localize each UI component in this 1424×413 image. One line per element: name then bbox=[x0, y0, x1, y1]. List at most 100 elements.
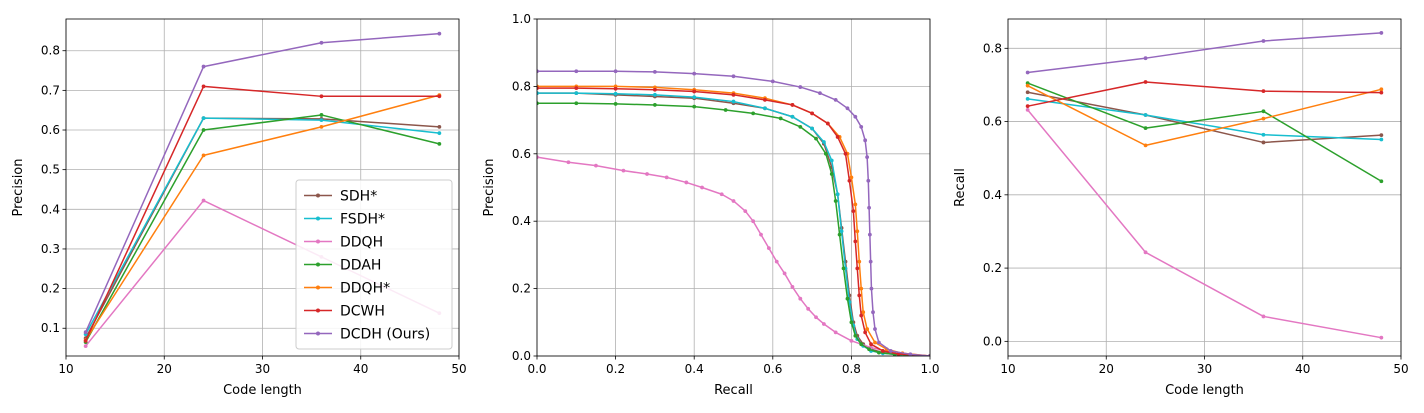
data-point bbox=[684, 180, 689, 185]
data-point bbox=[574, 91, 579, 96]
data-point bbox=[653, 92, 657, 97]
y-tick-label: 0.3 bbox=[41, 242, 60, 256]
data-point bbox=[537, 155, 539, 160]
data-point bbox=[814, 315, 818, 320]
data-point bbox=[201, 198, 206, 203]
legend-marker bbox=[316, 285, 320, 290]
data-point bbox=[537, 86, 539, 90]
legend-marker bbox=[316, 193, 320, 198]
data-point bbox=[574, 86, 579, 90]
data-point bbox=[867, 205, 871, 210]
legend-label: DCDH (Ours) bbox=[340, 327, 430, 343]
y-tick-label: 0.0 bbox=[512, 349, 531, 363]
data-point bbox=[437, 131, 442, 136]
data-point bbox=[849, 175, 854, 180]
x-tick-label: 0.2 bbox=[606, 362, 625, 376]
chart-3: 10 20 30 40 50 0.0 0.2 0.4 0.6 0.8 Code length Reca… bbox=[953, 18, 1409, 398]
data-point bbox=[653, 70, 657, 74]
series-line bbox=[84, 114, 440, 343]
x-tick-label: 40 bbox=[353, 362, 368, 376]
data-point bbox=[437, 94, 442, 99]
data-point bbox=[790, 103, 795, 107]
x-tick-label: 1.0 bbox=[920, 362, 939, 376]
series-line bbox=[537, 87, 930, 356]
data-point bbox=[790, 114, 795, 119]
y-tick-label: 0.6 bbox=[983, 115, 1002, 129]
x-tick-label: 0.4 bbox=[685, 362, 704, 376]
data-point bbox=[868, 259, 873, 264]
data-point bbox=[319, 113, 324, 117]
series-line bbox=[537, 92, 930, 356]
y-axis-label: Precision bbox=[11, 158, 26, 216]
y-axis-label: Precision bbox=[482, 158, 497, 216]
data-point bbox=[1143, 56, 1148, 61]
data-point bbox=[880, 349, 885, 353]
x-tick-label: 50 bbox=[1393, 362, 1408, 376]
data-point bbox=[833, 97, 838, 102]
data-point bbox=[613, 91, 618, 96]
data-point bbox=[653, 103, 657, 107]
data-point bbox=[83, 344, 88, 348]
data-point bbox=[1379, 335, 1384, 340]
data-point bbox=[1025, 96, 1030, 101]
data-point bbox=[928, 354, 930, 356]
data-point bbox=[1025, 107, 1030, 112]
data-point bbox=[869, 342, 873, 347]
legend-marker bbox=[316, 308, 320, 313]
data-point bbox=[829, 172, 834, 176]
series-line bbox=[1027, 91, 1382, 144]
x-tick-label: 30 bbox=[1197, 362, 1212, 376]
data-point bbox=[833, 330, 838, 335]
x-tick-label: 30 bbox=[255, 362, 270, 376]
y-tick-label: 0.8 bbox=[512, 79, 531, 93]
series-line bbox=[85, 94, 440, 341]
data-point bbox=[770, 79, 775, 84]
data-point bbox=[1261, 314, 1266, 319]
data-point bbox=[774, 259, 779, 264]
series-line bbox=[1027, 32, 1382, 74]
data-point bbox=[1379, 133, 1384, 138]
data-point bbox=[731, 99, 736, 104]
data-point bbox=[692, 89, 697, 94]
data-point bbox=[798, 124, 803, 129]
data-point bbox=[833, 199, 838, 203]
y-tick-label: 0.5 bbox=[41, 163, 60, 177]
data-point bbox=[863, 138, 868, 143]
data-point bbox=[319, 118, 324, 122]
data-point bbox=[751, 111, 756, 116]
y-tick-label: 0.4 bbox=[512, 214, 531, 228]
data-point bbox=[841, 266, 846, 271]
x-axis-label: Code length bbox=[1165, 383, 1244, 398]
data-point bbox=[810, 111, 814, 116]
y-tick-label: 0.8 bbox=[983, 41, 1002, 55]
data-point bbox=[1025, 90, 1030, 95]
series-line bbox=[84, 85, 440, 342]
series-group bbox=[83, 31, 442, 348]
data-point bbox=[865, 327, 870, 331]
data-point bbox=[1261, 89, 1266, 94]
data-point bbox=[845, 106, 850, 111]
series-line bbox=[537, 70, 930, 356]
data-point bbox=[865, 155, 870, 160]
legend-marker bbox=[316, 262, 320, 267]
data-point bbox=[877, 350, 881, 355]
data-point bbox=[201, 128, 206, 132]
chart-1: 10 20 30 40 50 0.1 0.2 0.3 0.4 0.5 0.6 0.7 0.8 Code l… bbox=[11, 18, 467, 398]
data-point bbox=[888, 349, 893, 353]
data-point bbox=[201, 64, 206, 69]
y-tick-label: 0.2 bbox=[512, 282, 531, 296]
data-point bbox=[837, 232, 842, 237]
data-point bbox=[537, 101, 539, 106]
data-point bbox=[574, 69, 579, 74]
chart-2: 0.0 0.2 0.4 0.6 0.8 1.0 0.0 0.2 0.4 0.6 0.8 1.0 Reca… bbox=[482, 12, 940, 398]
data-point bbox=[566, 160, 571, 165]
legend-label: DDQH* bbox=[340, 281, 390, 297]
data-point bbox=[692, 104, 697, 109]
data-point bbox=[613, 86, 618, 91]
data-point bbox=[908, 352, 913, 356]
data-point bbox=[653, 87, 657, 92]
x-axis-label: Code length bbox=[223, 383, 302, 398]
data-point bbox=[1025, 104, 1030, 109]
data-point bbox=[877, 340, 881, 345]
data-point bbox=[839, 229, 844, 234]
